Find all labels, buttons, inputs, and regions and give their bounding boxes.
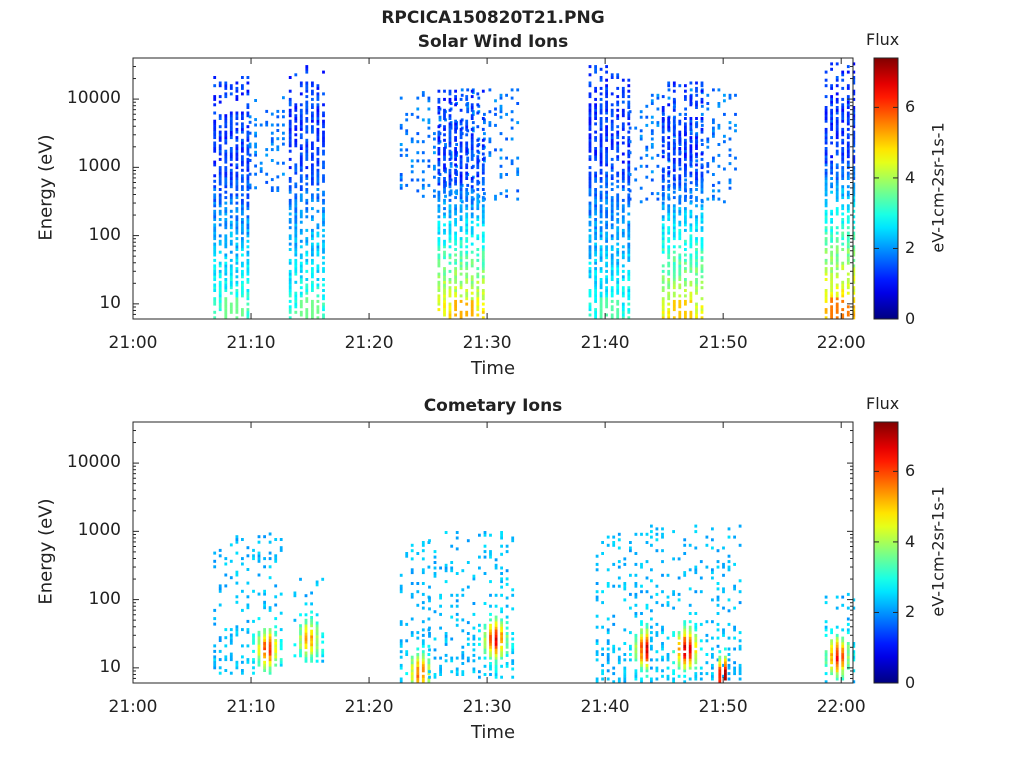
x-axis-label: Time [470, 358, 516, 379]
colorbar-tick-label: 2 [905, 238, 916, 258]
ion-burst-6 [718, 647, 727, 684]
ion-burst-2 [399, 541, 431, 684]
ion-burst-7 [661, 81, 704, 320]
colorbar-tick-label: 0 [905, 673, 916, 692]
colorbar-tick-label: 2 [905, 602, 916, 622]
ion-burst-2 [288, 65, 325, 320]
x-tick-label: 21:00 [108, 697, 158, 717]
x-tick-label: 21:10 [226, 697, 276, 717]
x-tick-label: 21:00 [108, 333, 158, 353]
ion-burst-4 [437, 89, 485, 320]
x-tick-label: 21:50 [698, 697, 748, 717]
x-tick-label: 21:40 [580, 697, 630, 717]
y-tick-label: 1000 [77, 156, 121, 177]
ion-burst-4 [595, 532, 649, 684]
colorbar-title: Flux [866, 394, 900, 413]
colorbar-tick-label: 6 [905, 461, 916, 481]
spectrogram-cells [213, 62, 856, 320]
figure-title: RPCICA150820T21.PNG [381, 8, 605, 28]
ion-burst-3 [428, 531, 515, 679]
x-tick-label: 22:00 [816, 333, 866, 353]
ion-burst-1 [293, 577, 325, 663]
panel1-title: Solar Wind Ions [417, 32, 569, 52]
x-tick-label: 21:20 [344, 333, 394, 353]
y-tick-label: 10000 [66, 88, 121, 109]
axes-frame [132, 421, 854, 684]
y-tick-label: 10 [99, 292, 121, 313]
x-tick-label: 21:40 [580, 333, 630, 353]
x-axis-label: Time [470, 722, 516, 743]
colorbar-tick-label: 6 [905, 97, 916, 117]
x-tick-label: 21:30 [462, 333, 512, 353]
y-tick-label: 100 [88, 588, 121, 609]
colorbar-tick-label: 0 [905, 309, 916, 328]
x-tick-label: 21:50 [698, 333, 748, 353]
y-tick-label: 10000 [66, 452, 121, 473]
y-tick-label: 10 [99, 656, 121, 677]
colorbar-title: Flux [866, 30, 900, 49]
colorbar-label: eV-1cm-2sr-1s-1 [928, 485, 948, 617]
x-tick-label: 21:20 [344, 697, 394, 717]
axes-frame [132, 57, 854, 320]
spectrogram-cells [213, 524, 856, 684]
panel2-title: Cometary Ions [423, 396, 563, 416]
x-tick-label: 21:30 [462, 697, 512, 717]
y-axis-label: Energy (eV) [35, 497, 57, 605]
ion-burst-5 [588, 65, 631, 320]
colorbar-tick-label: 4 [905, 531, 916, 551]
colorbar-tick-label: 4 [905, 167, 916, 187]
y-tick-label: 1000 [77, 520, 121, 541]
colorbar [873, 421, 899, 684]
y-tick-label: 100 [88, 224, 121, 245]
x-tick-label: 22:00 [816, 697, 866, 717]
ion-burst-1 [248, 96, 285, 192]
x-tick-label: 21:10 [226, 333, 276, 353]
ion-burst-0 [213, 76, 250, 320]
ion-burst-0 [213, 532, 283, 675]
ion-burst-5 [650, 524, 742, 684]
colorbar [873, 57, 899, 320]
ion-burst-7 [824, 592, 856, 684]
